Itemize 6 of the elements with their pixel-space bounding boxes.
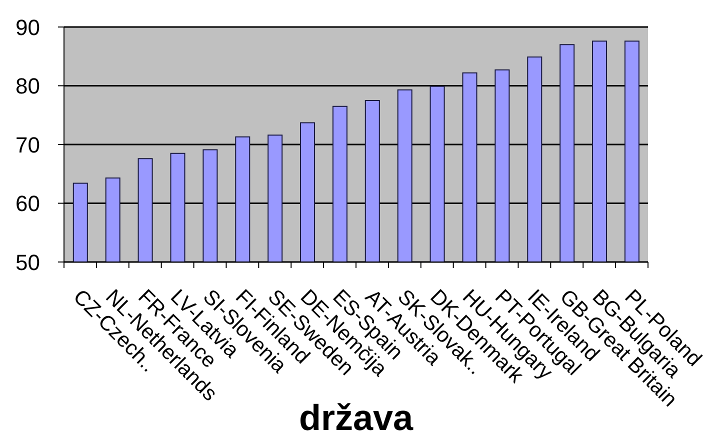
y-tick-label: 90 (16, 14, 40, 40)
x-axis-title: država (298, 397, 414, 438)
y-tick-label: 70 (16, 132, 40, 158)
y-tick-label: 80 (16, 74, 40, 99)
y-tick-label: 50 (16, 250, 40, 275)
y-tick-label: 60 (16, 191, 40, 216)
